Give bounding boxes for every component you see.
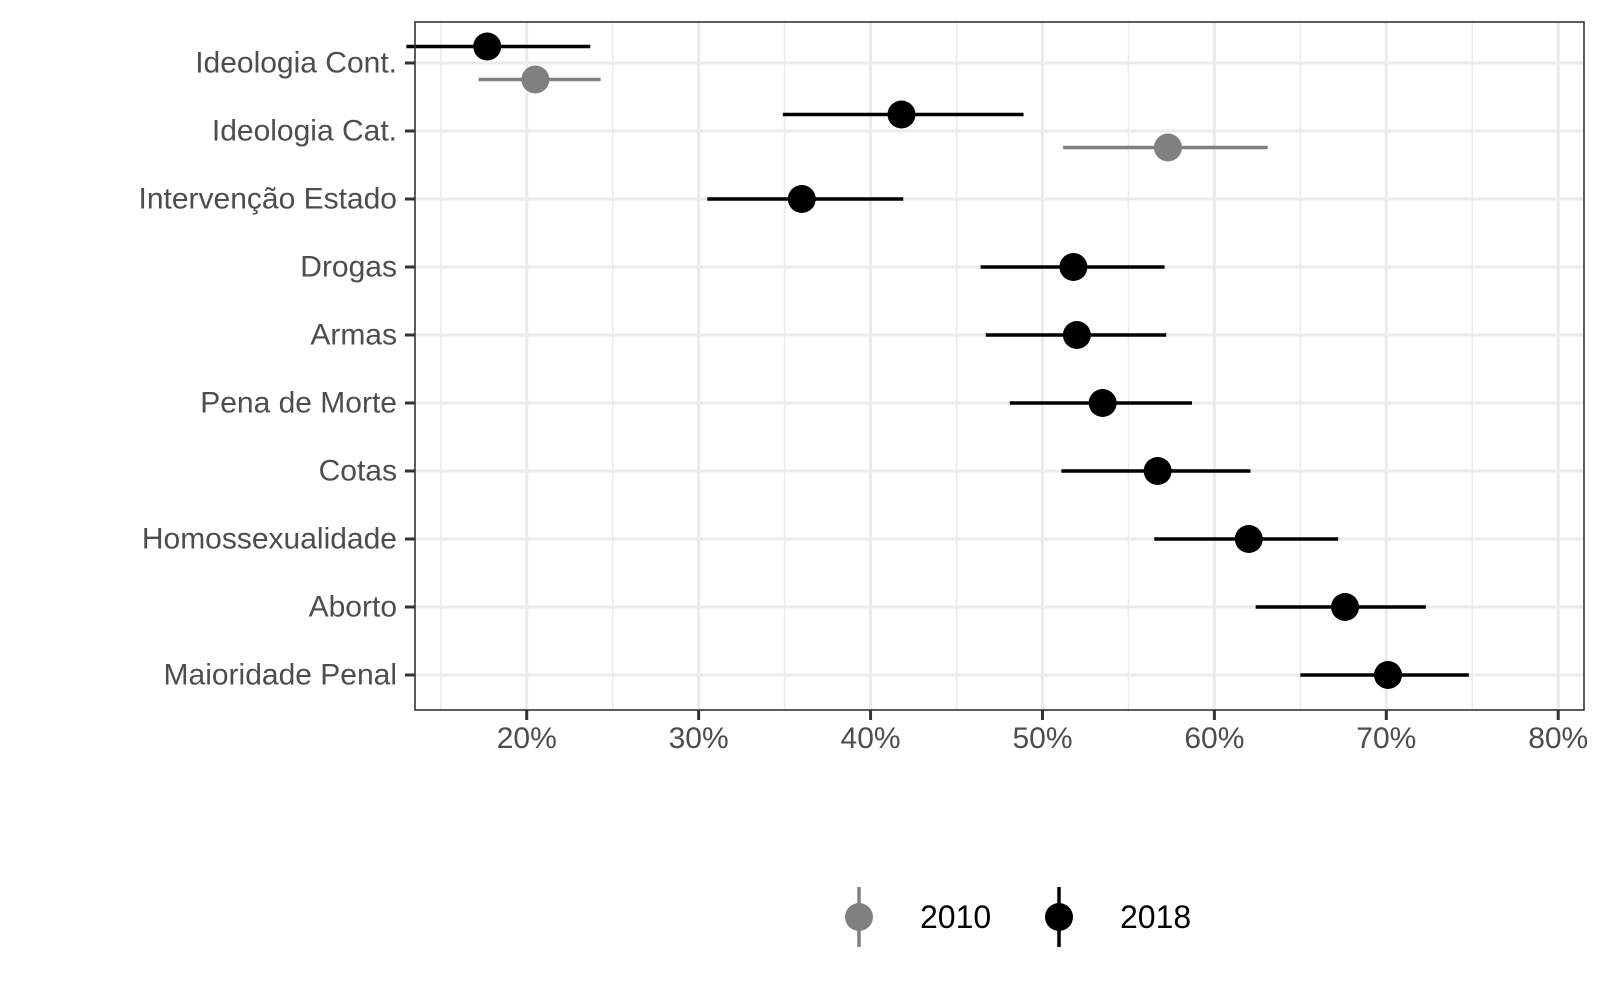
x-tick-label: 50% [1012,722,1072,755]
series-2018-homossexualidade-point [1234,525,1263,553]
y-tick-label-intervencao-estado: Intervenção Estado [138,183,397,216]
x-tick-label: 80% [1528,722,1588,755]
legend-key-point [1045,903,1073,931]
series-layer [406,32,1469,689]
legend-item-2010: 2010 [845,887,991,947]
series-2018-maioridade-penal-point [1374,661,1403,689]
y-tick-label-pena-de-morte: Pena de Morte [200,387,397,420]
y-tick-label-homossexualidade: Homossexualidade [142,523,397,556]
panel-border [414,21,1585,711]
x-tick-label: 20% [497,722,557,755]
x-tick-label: 70% [1356,722,1416,755]
legend-label: 2010 [920,899,991,935]
series-2010-ideologia-cont-point [521,65,550,94]
x-axis: 20% 30% 40% 50% 60% 70% 80% [497,710,1588,755]
y-tick-label-drogas: Drogas [300,251,397,284]
y-tick-label-aborto: Aborto [309,591,397,624]
series-2018-ideologia-cont-point [473,32,502,61]
y-tick-label-armas: Armas [310,319,397,352]
x-tick-label: 30% [669,722,729,755]
legend-item-2018: 2018 [1045,887,1191,947]
x-tick-label: 60% [1184,722,1244,755]
series-2018-drogas-point [1059,253,1088,281]
series-2018-cotas-point [1143,457,1172,485]
y-tick-label-cotas: Cotas [319,455,397,488]
series-2018-intervencao-estado-point [787,185,816,213]
y-tick-label-ideologia-cont: Ideologia Cont. [195,47,397,80]
minor-gridlines [440,22,1474,710]
x-tick-label: 40% [841,722,901,755]
series-2018-aborto-point [1331,593,1360,621]
legend: 2010 2018 [845,887,1191,947]
series-2018-ideologia-cat-point [887,100,916,129]
y-tick-label-maioridade-penal: Maioridade Penal [164,659,397,692]
legend-key-point [845,903,873,931]
legend-label: 2018 [1120,899,1191,935]
y-axis: Ideologia Cont. Ideologia Cat. Intervenção… [138,47,415,692]
y-tick-label-ideologia-cat: Ideologia Cat. [212,115,397,148]
series-2018-pena-de-morte-point [1088,389,1117,417]
series-2018-armas-point [1062,321,1091,349]
series-2010-ideologia-cat-point [1153,133,1182,162]
